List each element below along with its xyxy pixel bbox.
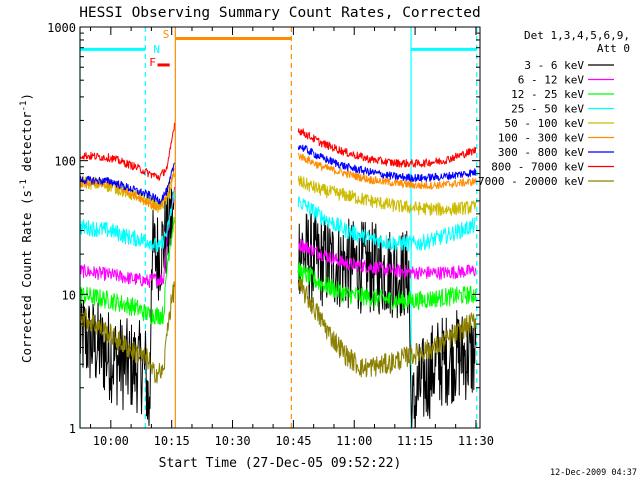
y-tick-label: 1000 — [47, 21, 76, 35]
legend-label-6-12-kev: 6 - 12 keV — [518, 74, 585, 87]
y-tick-label: 1 — [69, 422, 76, 436]
x-tick-label: 10:30 — [214, 434, 250, 448]
legend-label-50-100-kev: 50 - 100 keV — [505, 117, 585, 130]
legend-label-300-800-kev: 300 - 800 keV — [498, 146, 584, 159]
series-line-100-300-kev — [297, 152, 477, 190]
chart-title: HESSI Observing Summary Count Rates, Cor… — [79, 5, 481, 21]
series-line-7000-20000-kev — [79, 281, 175, 384]
y-axis-label: Corrected Count Rate (s-1 detector-1) — [19, 93, 34, 363]
footer-date: 12-Dec-2009 04:37 — [550, 468, 637, 478]
series-line-25-50-kev — [79, 189, 175, 253]
y-axis-label-main: Corrected Count Rate (s — [19, 190, 34, 363]
legend-label-7000-20000-kev: 7000 - 20000 keV — [478, 175, 584, 188]
x-tick-label: 10:00 — [93, 434, 129, 448]
series-line-800-7000-kev — [297, 128, 477, 168]
series-line-300-800-kev — [79, 162, 175, 205]
x-tick-label: 10:15 — [154, 434, 190, 448]
x-axis-label: Start Time (27-Dec-05 09:52:22) — [159, 456, 402, 471]
series-line-50-100-kev — [297, 175, 477, 217]
x-tick-label: 11:15 — [397, 434, 433, 448]
x-tick-label: 11:00 — [336, 434, 372, 448]
flag-letter-s: S — [163, 28, 170, 41]
y-axis-label-mid: detector — [19, 111, 34, 179]
y-axis-label-sup2: -1 — [19, 101, 29, 112]
legend-header-2: Att 0 — [597, 42, 630, 55]
x-tick-label: 11:30 — [458, 434, 494, 448]
legend-label-12-25-kev: 12 - 25 keV — [511, 88, 584, 101]
y-axis-label-sup1: -1 — [19, 179, 29, 190]
flag-letter-n: N — [153, 43, 160, 56]
series-line-3-6-kev — [79, 179, 175, 427]
y-axis-label-end: ) — [19, 93, 34, 101]
series-line-800-7000-kev — [79, 122, 175, 181]
plot-frame — [79, 26, 481, 429]
flag-letter-f: F — [149, 56, 156, 69]
axes-layer — [79, 26, 481, 429]
y-tick-label: 100 — [54, 155, 76, 169]
series-line-6-12-kev — [298, 238, 477, 280]
y-tick-label: 10 — [62, 288, 76, 302]
legend-label-3-6-kev: 3 - 6 keV — [524, 59, 584, 72]
series-line-100-300-kev — [79, 168, 175, 212]
tick-layer: 10:00 10:15 10:30 10:45 11:00 11:15 11:30 1 10 10… — [47, 21, 494, 448]
legend-label-800-7000-kev: 800 - 7000 keV — [491, 161, 584, 174]
legend-label-100-300-kev: 100 - 300 keV — [498, 132, 584, 145]
x-tick-label: 10:45 — [275, 434, 311, 448]
series-line-12-25-kev — [79, 216, 175, 325]
series-line-6-12-kev — [79, 186, 175, 289]
series-line-300-800-kev — [297, 144, 477, 183]
series-line-25-50-kev — [297, 196, 477, 252]
series-layer — [79, 122, 477, 429]
legend-header-1: Det 1,3,4,5,6,9, — [524, 29, 630, 42]
series-line-7000-20000-kev — [297, 277, 477, 378]
series-line-12-25-kev — [297, 262, 477, 311]
legend-label-25-50-kev: 25 - 50 keV — [511, 103, 584, 116]
